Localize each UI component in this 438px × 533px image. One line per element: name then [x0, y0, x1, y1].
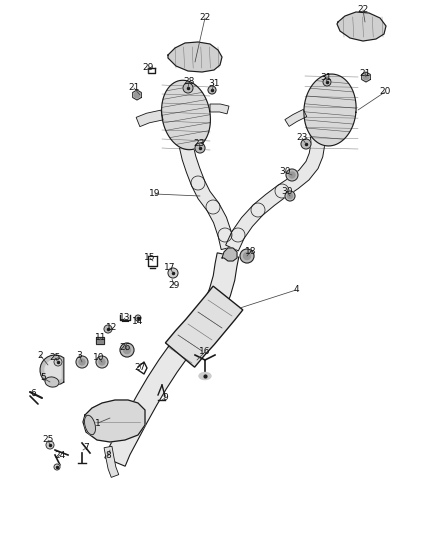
Text: 25: 25	[49, 353, 61, 362]
Text: 31: 31	[208, 79, 220, 88]
Text: 30: 30	[279, 167, 291, 176]
Text: 5: 5	[40, 374, 46, 383]
Ellipse shape	[45, 377, 59, 387]
Text: 21: 21	[359, 69, 371, 77]
Text: 12: 12	[106, 324, 118, 333]
Circle shape	[195, 143, 205, 153]
Text: 29: 29	[142, 63, 154, 72]
Polygon shape	[226, 131, 325, 251]
Text: 14: 14	[132, 318, 144, 327]
Circle shape	[120, 343, 134, 357]
Circle shape	[208, 86, 216, 94]
Circle shape	[286, 169, 298, 181]
Circle shape	[79, 359, 85, 365]
Circle shape	[363, 74, 369, 80]
Text: 11: 11	[95, 334, 107, 343]
Text: 17: 17	[164, 263, 176, 272]
Text: 10: 10	[93, 353, 105, 362]
Polygon shape	[166, 286, 243, 367]
Polygon shape	[83, 400, 145, 442]
Ellipse shape	[85, 415, 95, 435]
Text: 2: 2	[37, 351, 43, 359]
Text: 22: 22	[199, 13, 211, 22]
Polygon shape	[136, 110, 163, 127]
Circle shape	[76, 356, 88, 368]
Polygon shape	[168, 42, 222, 72]
Polygon shape	[162, 80, 210, 150]
Circle shape	[289, 172, 295, 178]
Circle shape	[244, 253, 251, 260]
Circle shape	[54, 464, 60, 470]
Text: 22: 22	[357, 5, 369, 14]
Circle shape	[124, 346, 131, 353]
Polygon shape	[105, 253, 239, 466]
Polygon shape	[285, 109, 307, 126]
Circle shape	[96, 356, 108, 368]
Text: 23: 23	[193, 139, 205, 148]
Circle shape	[54, 358, 62, 366]
Circle shape	[240, 249, 254, 263]
Polygon shape	[362, 72, 371, 82]
Text: 9: 9	[162, 393, 168, 402]
Text: 3: 3	[76, 351, 82, 359]
Circle shape	[168, 268, 178, 278]
Text: 29: 29	[168, 280, 180, 289]
Polygon shape	[104, 446, 119, 478]
Polygon shape	[222, 248, 237, 261]
Text: 8: 8	[105, 451, 111, 461]
Text: 21: 21	[128, 84, 140, 93]
Text: 26: 26	[119, 343, 131, 352]
Polygon shape	[337, 12, 386, 41]
Text: 28: 28	[184, 77, 194, 86]
Polygon shape	[304, 74, 356, 146]
Circle shape	[99, 359, 105, 365]
Text: 31: 31	[320, 74, 332, 83]
Text: 16: 16	[199, 348, 211, 357]
Polygon shape	[133, 90, 141, 100]
Text: 4: 4	[293, 286, 299, 295]
Circle shape	[323, 78, 331, 86]
Circle shape	[135, 315, 141, 321]
Circle shape	[301, 139, 311, 149]
Polygon shape	[210, 104, 229, 114]
Ellipse shape	[199, 373, 211, 379]
Circle shape	[285, 191, 295, 201]
Text: 6: 6	[30, 389, 36, 398]
Text: 15: 15	[144, 254, 156, 262]
Text: 1: 1	[95, 418, 101, 427]
Circle shape	[183, 83, 193, 93]
Text: 7: 7	[83, 443, 89, 453]
Text: 27: 27	[134, 364, 146, 373]
Text: 20: 20	[379, 87, 391, 96]
Text: 18: 18	[245, 246, 257, 255]
Circle shape	[287, 193, 293, 198]
Polygon shape	[176, 109, 235, 249]
Text: 19: 19	[149, 190, 161, 198]
Polygon shape	[45, 360, 61, 380]
Circle shape	[134, 92, 140, 98]
Text: 13: 13	[119, 313, 131, 322]
Circle shape	[104, 325, 112, 333]
Text: 30: 30	[281, 188, 293, 197]
Text: 24: 24	[54, 450, 66, 459]
Circle shape	[46, 441, 54, 449]
Text: 23: 23	[297, 133, 307, 142]
Polygon shape	[40, 355, 64, 385]
Polygon shape	[96, 337, 104, 344]
Text: 25: 25	[42, 435, 54, 445]
